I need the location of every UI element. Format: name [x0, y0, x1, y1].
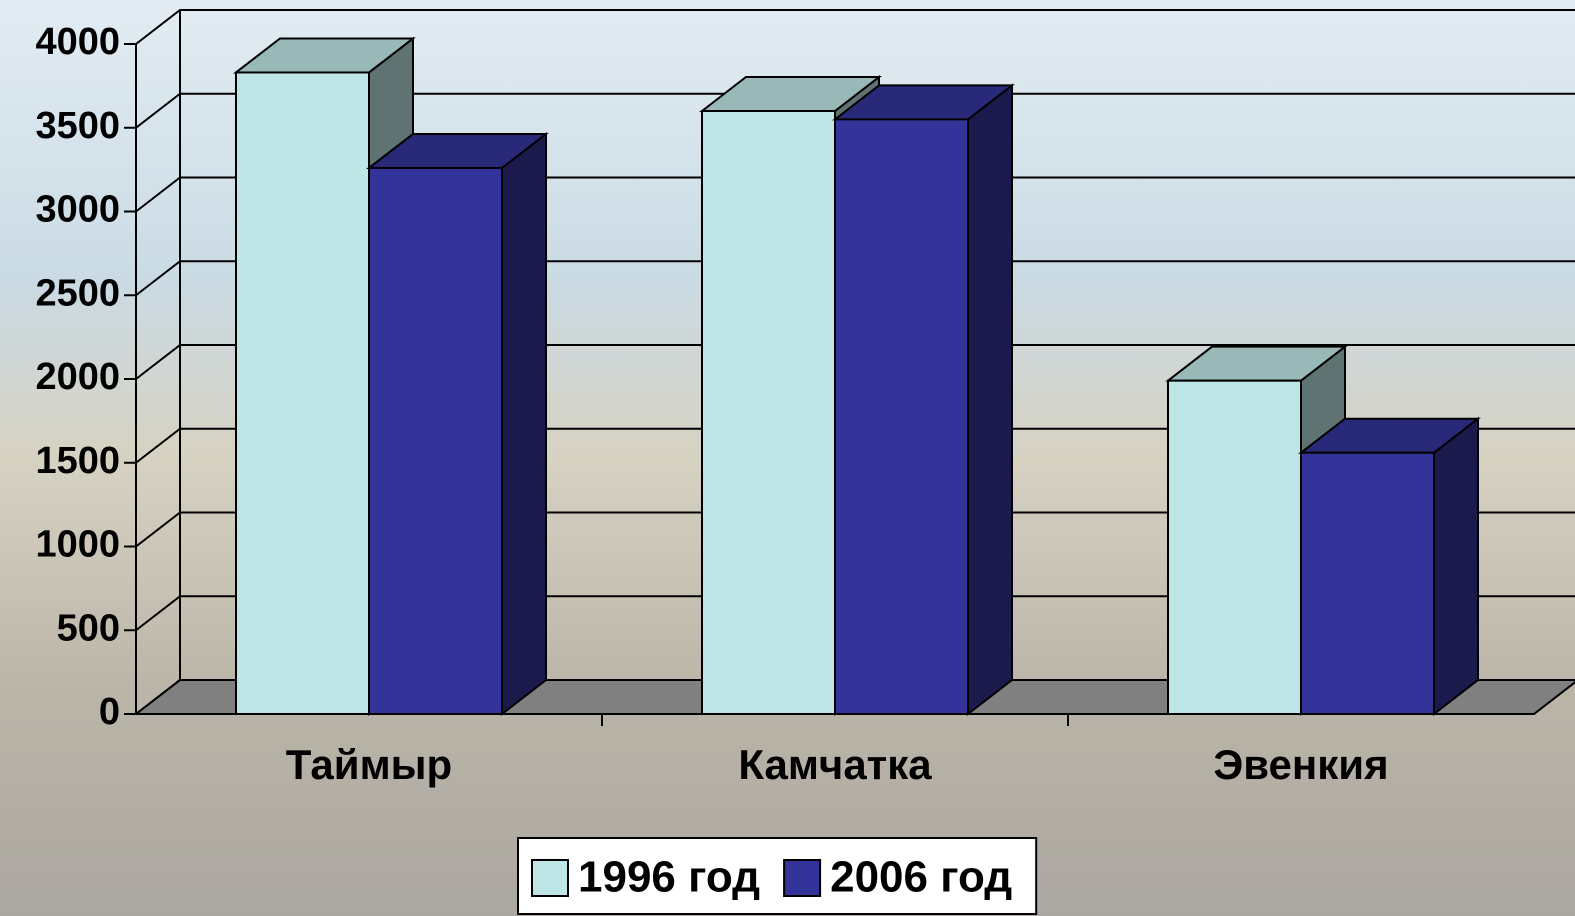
- bar-side: [1433, 416, 1479, 717]
- y-tick-label: 4000: [35, 21, 120, 63]
- y-tick-label: 1000: [35, 524, 120, 566]
- bar: [1300, 451, 1435, 715]
- grid-line: [135, 92, 1575, 129]
- legend-swatch: [783, 859, 822, 897]
- x-tick-label: Таймыр: [286, 741, 452, 788]
- y-tick-label: 3500: [35, 105, 120, 147]
- bar: [368, 166, 503, 715]
- bar-side: [967, 83, 1013, 717]
- y-tick-label: 0: [99, 691, 120, 733]
- bar: [701, 110, 836, 715]
- grid-line: [135, 511, 1575, 548]
- bar-side: [501, 131, 547, 717]
- grid-line: [135, 595, 1575, 632]
- grid-line: [135, 344, 1575, 380]
- grid-line: [135, 679, 1575, 715]
- y-tick-label: 2000: [35, 356, 120, 398]
- legend-swatch: [531, 859, 569, 897]
- grid-line: [135, 9, 1575, 45]
- x-tick-label: Камчатка: [738, 741, 932, 788]
- bar: [1167, 379, 1302, 715]
- x-tick-label: Эвенкия: [1213, 741, 1388, 788]
- y-tick-label: 1500: [35, 440, 120, 482]
- bar: [834, 118, 969, 715]
- legend-label: 1996 год: [578, 853, 760, 902]
- bar: [235, 71, 370, 716]
- grid-line: [135, 427, 1575, 464]
- legend: 1996 год 2006 год: [517, 837, 1038, 915]
- grid-line: [135, 260, 1575, 297]
- legend-box: [517, 837, 1038, 915]
- y-tick-label: 500: [57, 607, 120, 649]
- grid-line: [135, 176, 1575, 213]
- y-tick-label: 2500: [35, 272, 120, 314]
- y-tick-label: 3000: [35, 189, 120, 231]
- legend-label: 2006 год: [830, 853, 1012, 902]
